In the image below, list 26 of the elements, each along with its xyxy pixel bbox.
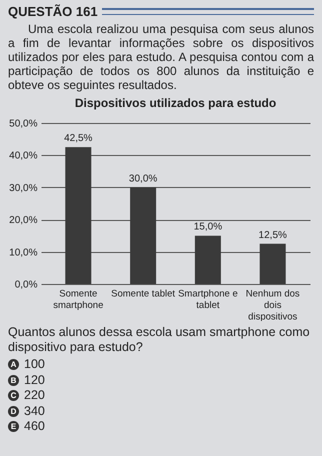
data-label: 12,5% xyxy=(258,230,288,241)
text: C 220 xyxy=(10,388,45,404)
text: QUESTÃO 161 xyxy=(8,4,98,19)
x-tick-label: Somente smartphone xyxy=(53,288,104,311)
text: D 340 xyxy=(10,404,45,419)
text: B 120 xyxy=(10,372,45,388)
data-label: 15,0% xyxy=(194,222,222,233)
bar xyxy=(130,187,156,284)
x-tick-label: Somente tablet xyxy=(111,288,176,300)
bar xyxy=(260,244,286,284)
bar xyxy=(194,236,221,284)
chart-title: Dispositivos utilizados para estudo xyxy=(74,96,276,110)
x-tick-label: Smartphone e tablet xyxy=(178,288,238,311)
y-tick-label: 50,0% xyxy=(9,118,38,130)
text: A 100 xyxy=(10,357,45,372)
y-tick-label: 20,0% xyxy=(9,215,38,226)
text: E 460 xyxy=(10,419,45,434)
text: Quantos alunos dessa escola usam smartphone como dispositivo para estudo? xyxy=(8,325,311,355)
y-tick-label: 40,0% xyxy=(9,150,38,162)
y-tick-label: 0,0% xyxy=(14,280,38,290)
y-tick-label: 30,0% xyxy=(9,182,38,194)
bar xyxy=(65,147,92,284)
text: Uma escola realizou uma pesquisa com seus alunos a fim de levantar informações sobre os dispositivos utilizados por eles para estudo. A pesquisa contou com a participação de todos os 800 alunos da instituição e obteve os seguintes resultados. xyxy=(8,22,314,92)
y-tick-label: 10,0% xyxy=(9,247,38,258)
data-label: 42,5% xyxy=(64,133,93,144)
data-label: 30,0% xyxy=(128,173,158,184)
